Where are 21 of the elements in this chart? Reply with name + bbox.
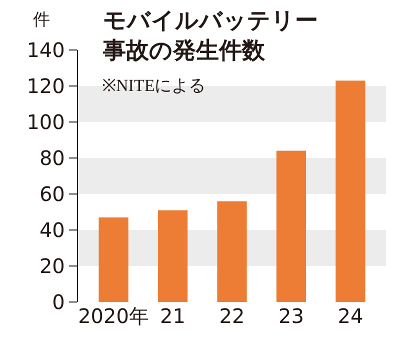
bar xyxy=(98,217,128,302)
bar xyxy=(158,210,188,302)
bar xyxy=(336,80,366,302)
y-axis-title: 件 xyxy=(33,10,50,30)
y-tick-label: 40 xyxy=(39,218,65,242)
x-tick-label: 24 xyxy=(338,304,364,328)
x-tick-label: 23 xyxy=(278,304,304,328)
x-tick-label: 2020年 xyxy=(78,304,149,328)
y-tick-label: 20 xyxy=(39,254,65,278)
chart-title: モバイルバッテリー事故の発生件数 xyxy=(102,8,318,64)
y-tick-label: 100 xyxy=(26,110,65,134)
y-tick-label: 60 xyxy=(39,182,65,206)
y-tick-label: 140 xyxy=(26,38,65,62)
y-tick-label: 80 xyxy=(39,146,65,170)
bar xyxy=(217,201,247,302)
annotation: ※NITEによる xyxy=(102,76,206,95)
y-tick-label: 120 xyxy=(26,74,65,98)
y-tick-label: 0 xyxy=(52,290,65,314)
bar xyxy=(276,150,306,302)
x-tick-label: 22 xyxy=(219,304,245,328)
x-tick-label: 21 xyxy=(160,304,186,328)
